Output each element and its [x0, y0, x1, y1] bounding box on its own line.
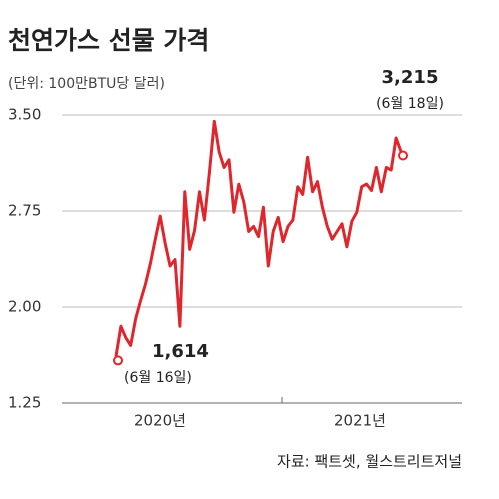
y-tick-label: 2.00 [8, 298, 41, 316]
annotation-note: (6월 16일) [124, 370, 192, 386]
y-tick-label: 2.75 [8, 202, 41, 220]
annotation-value: 3,215 [382, 67, 439, 88]
source: 자료: 팩트셋, 월스트리트저널 [277, 453, 462, 471]
price-line [114, 119, 403, 357]
annotation-value: 1,614 [152, 341, 209, 362]
annotation-note: (6월 18일) [376, 96, 444, 112]
chart-title: 천연가스 선물 가격 [8, 26, 209, 55]
chart-subtitle: (단위: 100만BTU당 달러) [8, 76, 165, 92]
point-marker [113, 355, 123, 366]
y-tick-label: 3.50 [8, 106, 41, 124]
x-tick-label: 2020년 [134, 412, 186, 430]
y-tick-label: 1.25 [8, 394, 41, 412]
point-marker [398, 150, 408, 161]
x-tick-label: 2021년 [334, 412, 386, 430]
